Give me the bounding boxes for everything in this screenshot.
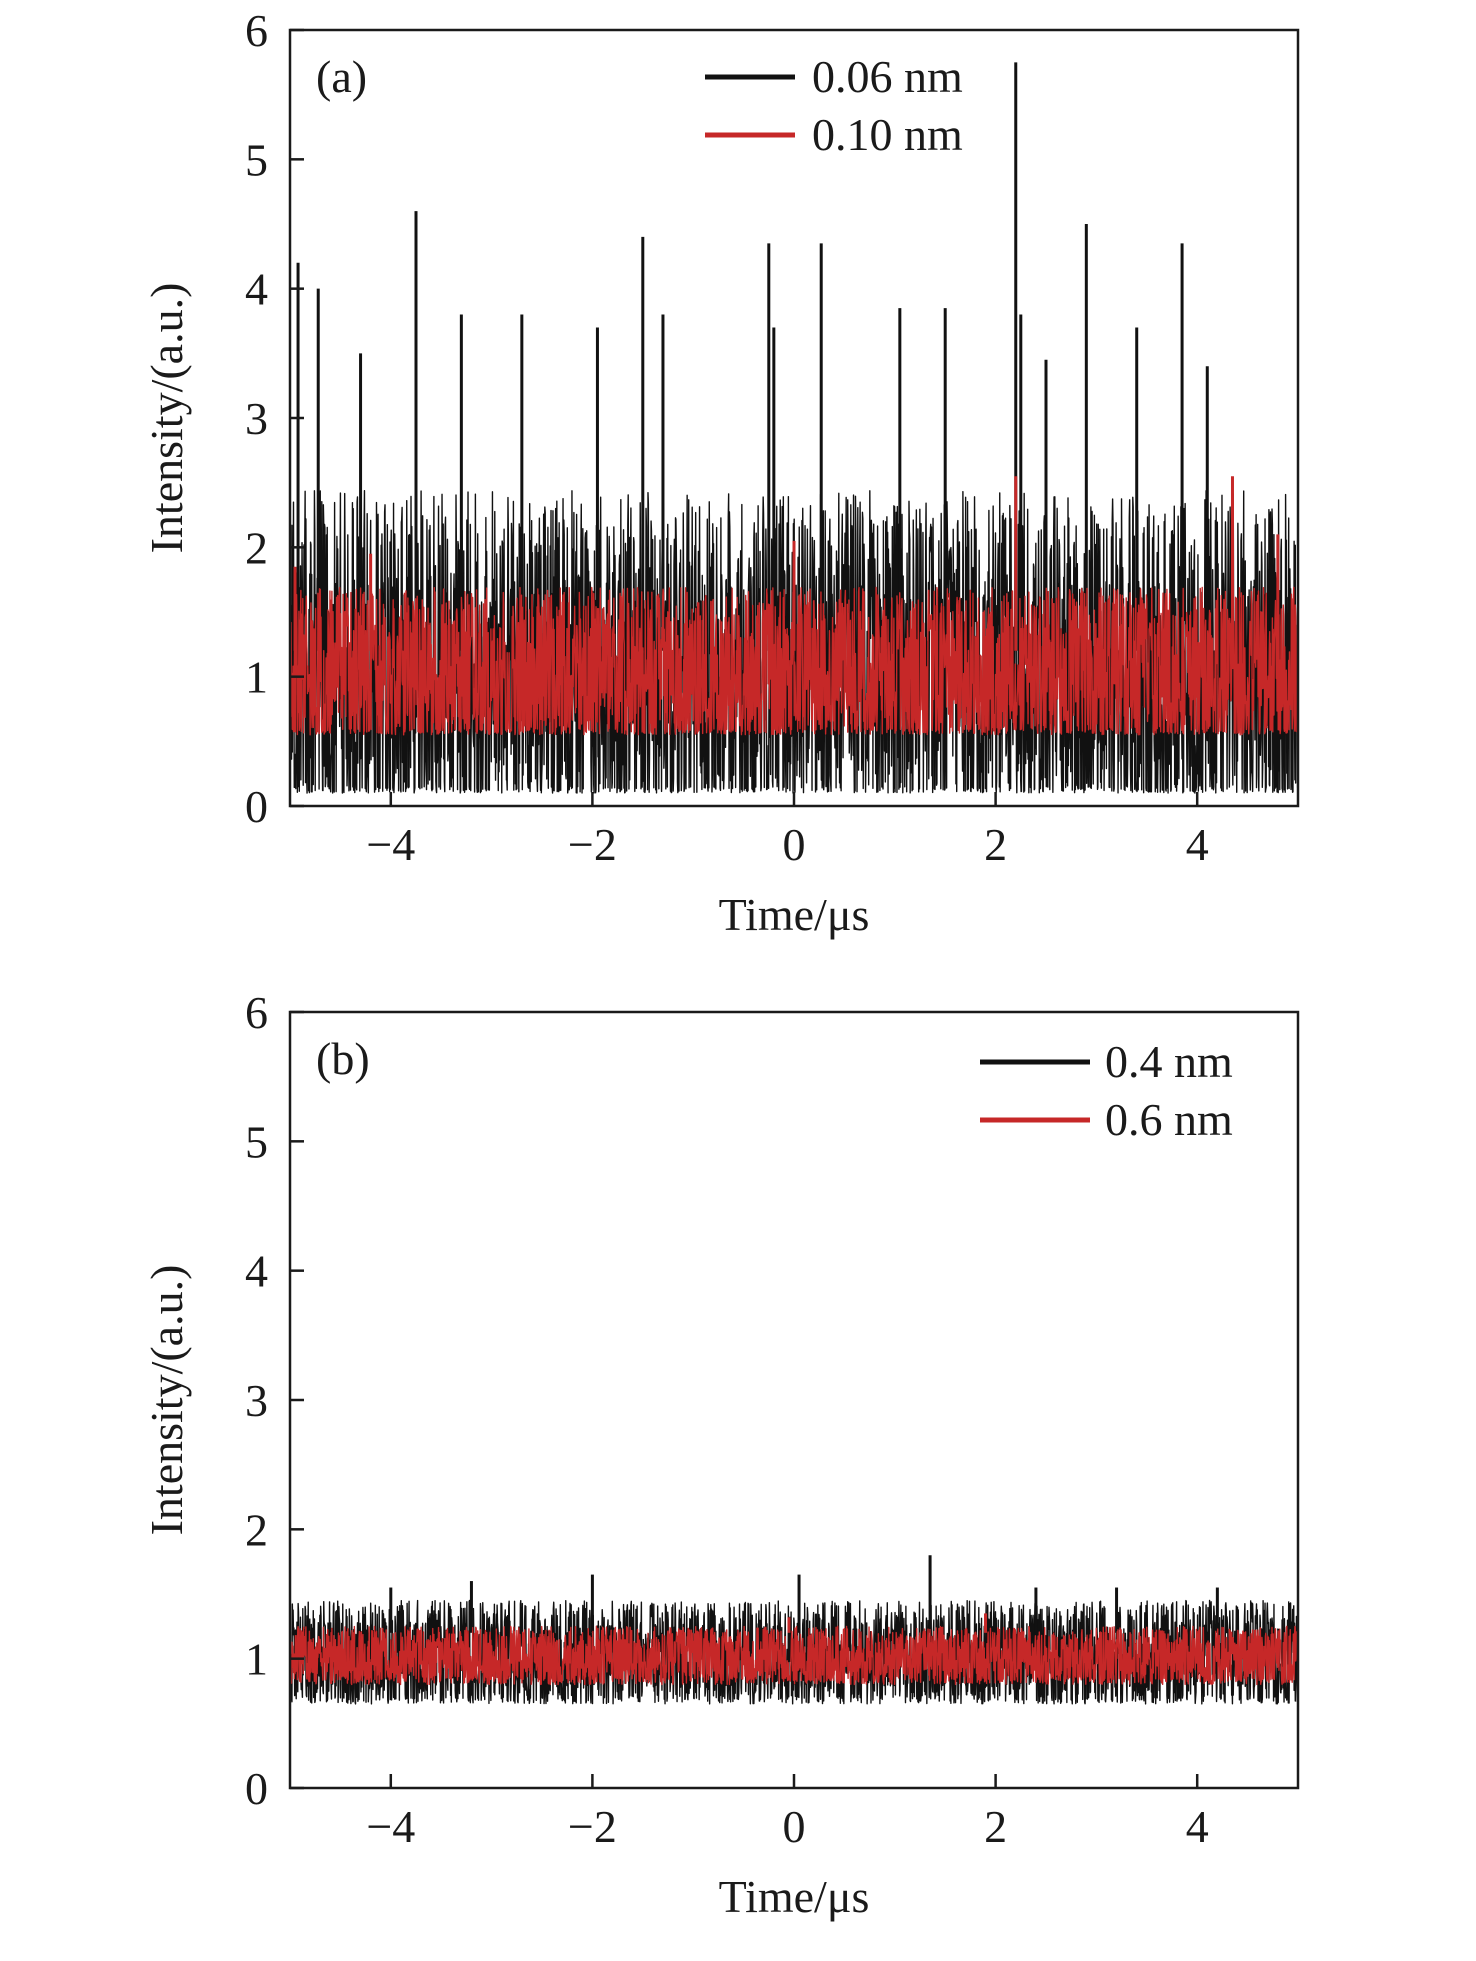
- y-tick-label: 0: [245, 1763, 268, 1814]
- y-tick-label: 3: [245, 393, 268, 444]
- y-tick-label: 6: [245, 5, 268, 56]
- y-tick-label: 1: [245, 1634, 268, 1685]
- legend-label: 0.06 nm: [812, 51, 963, 102]
- series-trace-1: [290, 1625, 1298, 1686]
- x-tick-label: 4: [1186, 819, 1209, 870]
- y-axis-title: Intensity/(a.u.): [141, 1265, 192, 1536]
- series-trace-1: [290, 586, 1298, 736]
- y-tick-label: 0: [245, 781, 268, 832]
- series-trace-0: [290, 490, 1298, 794]
- y-tick-label: 4: [245, 264, 268, 315]
- x-axis-title: Time/μs: [719, 889, 870, 940]
- y-tick-label: 2: [245, 1504, 268, 1555]
- legend-label: 0.6 nm: [1105, 1094, 1233, 1145]
- legend: 0.06 nm 0.10 nm: [705, 51, 963, 160]
- x-tick-label: −2: [568, 1801, 617, 1852]
- y-tick-label: 4: [245, 1246, 268, 1297]
- y-tick-label: 2: [245, 522, 268, 573]
- x-tick-label: 0: [783, 1801, 806, 1852]
- legend-label: 0.10 nm: [812, 109, 963, 160]
- y-tick-label: 5: [245, 1116, 268, 1167]
- panel-b-chart: −4 −2 0 2 4 0 1 2 3 4 5 6 Time/μs Intensity/(a.u.) (b)…: [141, 987, 1300, 1922]
- y-tick-label: 1: [245, 652, 268, 703]
- x-axis-title: Time/μs: [719, 1871, 870, 1922]
- legend: 0.4 nm 0.6 nm: [980, 1036, 1233, 1145]
- x-tick-label: −2: [568, 819, 617, 870]
- x-tick-label: 2: [984, 819, 1007, 870]
- x-tick-label: 4: [1186, 1801, 1209, 1852]
- panel-label: (a): [316, 51, 367, 102]
- x-tick-label: 2: [984, 1801, 1007, 1852]
- x-tick-label: −4: [366, 819, 415, 870]
- y-axis-title: Intensity/(a.u.): [141, 283, 192, 554]
- y-tick-label: 5: [245, 134, 268, 185]
- legend-label: 0.4 nm: [1105, 1036, 1233, 1087]
- x-tick-label: −4: [366, 1801, 415, 1852]
- series-trace-0: [290, 1599, 1298, 1705]
- plot-area: [290, 62, 1298, 794]
- x-tick-label: 0: [783, 819, 806, 870]
- panel-a-chart: −4 −2 0 2 4 0 1 2 3 4 5 6 Time/μs Intensity/(a.u.) (a)…: [141, 5, 1300, 940]
- y-tick-label: 6: [245, 987, 268, 1038]
- panel-label: (b): [316, 1033, 370, 1084]
- y-tick-label: 3: [245, 1375, 268, 1426]
- plot-area: [290, 1555, 1298, 1705]
